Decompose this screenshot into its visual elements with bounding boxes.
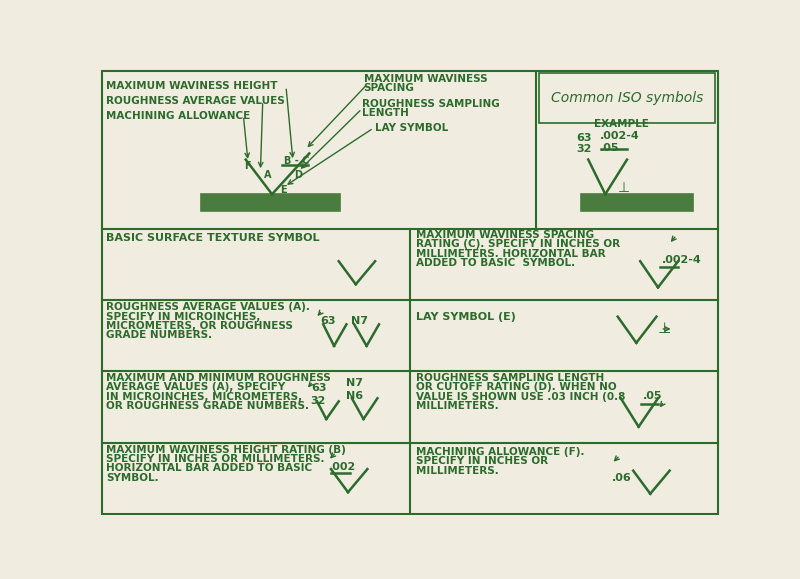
Text: SPACING: SPACING <box>363 83 414 93</box>
Text: .05: .05 <box>642 391 662 401</box>
Text: Common ISO symbols: Common ISO symbols <box>551 90 703 105</box>
Text: MILLIMETERS.: MILLIMETERS. <box>416 401 499 411</box>
Text: D: D <box>294 170 302 180</box>
Text: AVERAGE VALUES (A), SPECIFY: AVERAGE VALUES (A), SPECIFY <box>106 383 286 393</box>
Text: SYMBOL.: SYMBOL. <box>106 472 159 482</box>
Bar <box>201 194 340 211</box>
Text: EXAMPLE: EXAMPLE <box>594 119 650 129</box>
Text: F: F <box>244 161 250 171</box>
Text: 32: 32 <box>310 397 326 406</box>
Text: VALUE IS SHOWN USE .03 INCH (0.8: VALUE IS SHOWN USE .03 INCH (0.8 <box>416 392 626 402</box>
Text: .002-4: .002-4 <box>662 255 702 265</box>
Text: LAY SYMBOL: LAY SYMBOL <box>375 123 448 133</box>
Text: IN MICROINCHES, MICROMETERS,: IN MICROINCHES, MICROMETERS, <box>106 392 302 402</box>
Text: E: E <box>280 185 286 195</box>
Text: ROUGHNESS AVERAGE VALUES: ROUGHNESS AVERAGE VALUES <box>106 96 285 106</box>
Text: .05: .05 <box>600 143 619 153</box>
Text: ROUGHNESS SAMPLING: ROUGHNESS SAMPLING <box>362 99 500 109</box>
Text: MAXIMUM WAVINESS: MAXIMUM WAVINESS <box>363 75 487 85</box>
Text: MAXIMUM WAVINESS HEIGHT: MAXIMUM WAVINESS HEIGHT <box>106 80 278 91</box>
Text: MAXIMUM WAVINESS SPACING: MAXIMUM WAVINESS SPACING <box>416 230 594 240</box>
Text: MILLIMETERS.: MILLIMETERS. <box>416 466 499 476</box>
Text: HORIZONTAL BAR ADDED TO BASIC: HORIZONTAL BAR ADDED TO BASIC <box>106 463 312 474</box>
Text: GRADE NUMBERS.: GRADE NUMBERS. <box>106 330 212 340</box>
Text: SPECIFY IN MICROINCHES,: SPECIFY IN MICROINCHES, <box>106 312 261 322</box>
Text: BASIC SURFACE TEXTURE SYMBOL: BASIC SURFACE TEXTURE SYMBOL <box>106 233 320 243</box>
Bar <box>581 194 693 211</box>
Text: ⊥: ⊥ <box>658 321 671 336</box>
Text: .06: .06 <box>611 474 631 483</box>
Text: LENGTH: LENGTH <box>362 108 409 118</box>
Text: ⊥: ⊥ <box>618 181 630 195</box>
Text: .002-4: .002-4 <box>600 131 640 141</box>
Text: 63: 63 <box>310 383 326 393</box>
Text: MICROMETERS, OR ROUGHNESS: MICROMETERS, OR ROUGHNESS <box>106 321 293 331</box>
Text: 32: 32 <box>576 144 591 154</box>
Text: OR ROUGHNESS GRADE NUMBERS.: OR ROUGHNESS GRADE NUMBERS. <box>106 401 309 411</box>
Text: ROUGHNESS AVERAGE VALUES (A).: ROUGHNESS AVERAGE VALUES (A). <box>106 302 310 313</box>
Text: MACHINING ALLOWANCE: MACHINING ALLOWANCE <box>106 111 250 120</box>
Text: 63: 63 <box>320 316 336 325</box>
Text: OR CUTOFF RATING (D). WHEN NO: OR CUTOFF RATING (D). WHEN NO <box>416 383 617 393</box>
Text: RATING (C). SPECIFY IN INCHES OR: RATING (C). SPECIFY IN INCHES OR <box>416 239 620 250</box>
Text: 63: 63 <box>576 133 591 143</box>
Text: MAXIMUM WAVINESS HEIGHT RATING (B): MAXIMUM WAVINESS HEIGHT RATING (B) <box>106 445 346 455</box>
Text: MACHINING ALLOWANCE (F).: MACHINING ALLOWANCE (F). <box>416 447 585 457</box>
Text: N6: N6 <box>346 391 363 401</box>
Text: ADDED TO BASIC  SYMBOL.: ADDED TO BASIC SYMBOL. <box>416 258 575 267</box>
Text: B - C: B - C <box>284 156 309 166</box>
Text: SPECIFY IN INCHES OR: SPECIFY IN INCHES OR <box>416 456 548 467</box>
Text: LAY SYMBOL (E): LAY SYMBOL (E) <box>416 312 516 322</box>
Text: .002: .002 <box>329 462 356 472</box>
Text: MILLIMETERS. HORIZONTAL BAR: MILLIMETERS. HORIZONTAL BAR <box>416 248 606 258</box>
Text: A: A <box>263 170 271 180</box>
Text: ROUGHNESS SAMPLING LENGTH: ROUGHNESS SAMPLING LENGTH <box>416 373 605 383</box>
Text: N7: N7 <box>346 378 363 388</box>
Text: N7: N7 <box>351 316 368 325</box>
Bar <box>538 72 715 123</box>
Text: MAXIMUM AND MINIMUM ROUGHNESS: MAXIMUM AND MINIMUM ROUGHNESS <box>106 373 331 383</box>
Text: SPECIFY IN INCHES OR MILLIMETERS.: SPECIFY IN INCHES OR MILLIMETERS. <box>106 454 325 464</box>
